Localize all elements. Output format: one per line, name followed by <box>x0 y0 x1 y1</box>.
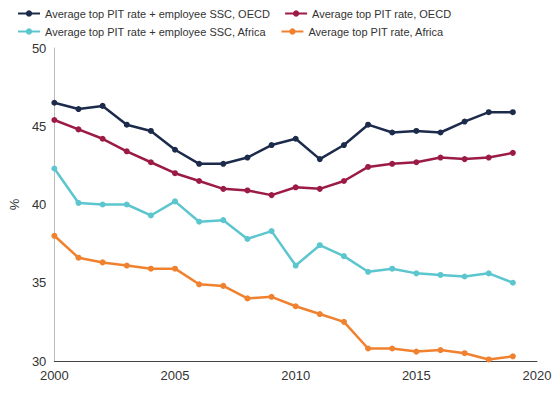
svg-text:35: 35 <box>32 275 46 290</box>
svg-text:2020: 2020 <box>523 368 552 383</box>
svg-text:2005: 2005 <box>161 368 190 383</box>
svg-text:Average top PIT rate, Africa: Average top PIT rate, Africa <box>308 26 444 38</box>
svg-text:40: 40 <box>32 197 46 212</box>
svg-text:Average top PIT rate + employe: Average top PIT rate + employee SSC, OEC… <box>45 8 270 20</box>
svg-text:%: % <box>7 198 22 210</box>
svg-text:2010: 2010 <box>281 368 310 383</box>
svg-text:Average top PIT rate, OECD: Average top PIT rate, OECD <box>312 8 451 20</box>
svg-text:50: 50 <box>32 41 46 56</box>
svg-text:45: 45 <box>32 119 46 134</box>
svg-text:2000: 2000 <box>40 368 69 383</box>
svg-text:Average top PIT rate + employe: Average top PIT rate + employee SSC, Afr… <box>45 26 267 38</box>
svg-text:30: 30 <box>32 354 46 369</box>
svg-text:2015: 2015 <box>402 368 431 383</box>
